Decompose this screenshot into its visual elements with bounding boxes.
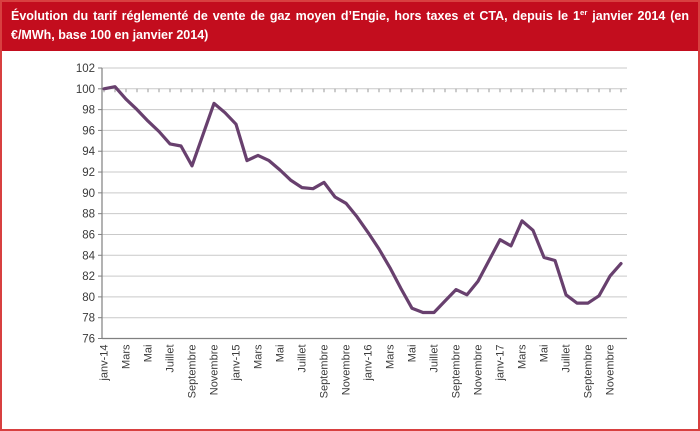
y-axis-tick-label: 82 [82,271,95,283]
x-axis-tick-label: Septembre [451,344,463,398]
x-axis-tick-label: janv-16 [363,344,375,381]
x-axis-tick-label: Mai [275,344,287,362]
y-axis-tick-label: 98 [82,104,95,116]
chart-area: 102 100 98 96 94 92 90 88 86 84 82 80 78 76 janv-14 Mar… [2,50,698,429]
y-axis-tick-label: 94 [82,146,95,158]
y-axis-tick-label: 88 [82,208,95,220]
x-axis-tick-label: Juillet [165,344,177,372]
x-axis-tick-label: Mars [385,344,397,369]
y-axis-tick-label: 96 [82,125,95,137]
chart-title-banner: Évolution du tarif réglementé de vente d… [2,2,698,51]
x-axis-tick-label: Novembre [473,344,485,395]
x-axis-tick-label: Mars [517,344,529,369]
chart-title-text: Évolution du tarif réglementé de vente d… [11,9,581,23]
y-axis-tick-label: 76 [82,333,95,345]
x-axis-tick-label: Septembre [583,344,595,398]
y-axis-tick-label: 78 [82,312,95,324]
x-axis-tick-label: Mars [253,344,265,369]
chart-title-text-end: janvier 2014 (en €/MWh, base 100 en janv… [11,9,689,42]
x-axis-tick-label: janv-15 [231,344,243,381]
x-axis-tick-label: janv-17 [495,344,507,381]
x-axis-tick-label: Juillet [561,344,573,372]
x-axis-tick-label: Septembre [319,344,331,398]
y-axis-tick-label: 84 [82,250,95,262]
x-axis-tick-label: Juillet [297,344,309,372]
chart-title-superscript: er [580,7,588,17]
x-axis-tick-label: Juillet [429,344,441,372]
x-axis-tick-label: Novembre [605,344,617,395]
x-axis-tick-label: Mai [143,344,155,362]
x-axis-tick-label: Mai [407,344,419,362]
x-axis-tick-label: Novembre [341,344,353,395]
x-axis-tick-label: Mai [539,344,551,362]
y-axis-tick-label: 100 [76,83,95,95]
y-axis-tick-label: 92 [82,167,95,179]
y-axis-tick-label: 86 [82,229,95,241]
y-axis-tick-label: 102 [76,63,95,75]
x-axis-tick-label: Septembre [187,344,199,398]
y-axis-tick-label: 90 [82,187,95,199]
x-axis-tick-label: Mars [121,344,133,369]
y-axis-tick-label: 80 [82,291,95,303]
chart-svg: 102 100 98 96 94 92 90 88 86 84 82 80 78 76 janv-14 Mar… [76,63,627,398]
x-axis-tick-label: Novembre [209,344,221,395]
price-index-line [102,84,623,314]
x-axis-tick-label: janv-14 [99,344,111,381]
